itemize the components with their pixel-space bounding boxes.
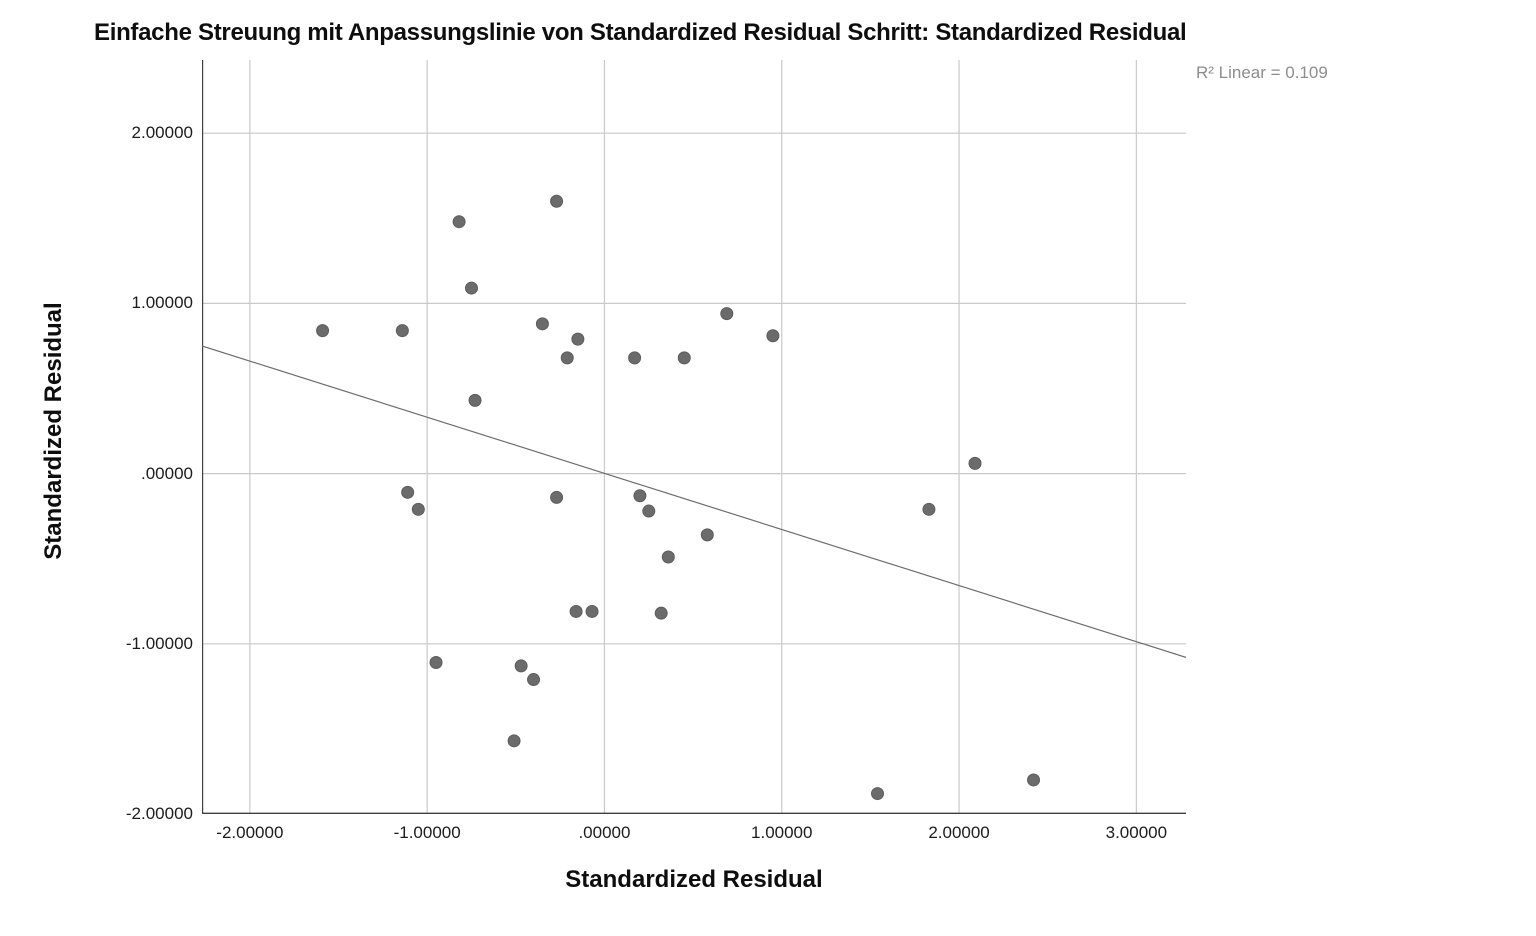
data-point (560, 351, 574, 365)
y-tick-label: -2.00000 (125, 804, 193, 823)
data-point (507, 734, 521, 748)
data-point (922, 502, 936, 516)
data-point (550, 490, 564, 504)
y-tick-label: 2.00000 (131, 123, 193, 143)
data-point (550, 194, 564, 208)
data-point (316, 324, 330, 338)
data-point (401, 485, 415, 499)
plot-area (202, 60, 1186, 814)
data-point (720, 307, 734, 321)
data-point (661, 550, 675, 564)
y-axis-title: Standardized Residual (40, 302, 67, 560)
data-point (968, 456, 982, 470)
chart-title: Einfache Streuung mit Anpassungslinie vo… (94, 19, 1187, 46)
x-tick-label: -1.00000 (393, 823, 461, 842)
data-point (527, 673, 541, 687)
data-point (642, 504, 656, 518)
data-point (677, 351, 691, 365)
data-point (628, 351, 642, 365)
x-tick-label: -2.00000 (216, 823, 284, 842)
data-point (1027, 773, 1041, 787)
x-axis-title: Standardized Residual (565, 866, 823, 893)
data-point (871, 787, 885, 801)
data-point (633, 489, 647, 503)
x-tick-label: 1.00000 (751, 823, 813, 842)
x-tick-label: .00000 (578, 823, 631, 842)
data-point (569, 604, 583, 618)
data-point (585, 604, 599, 618)
data-point (395, 324, 409, 338)
data-point (535, 317, 549, 331)
r-squared-annotation: R² Linear = 0.109 (1196, 63, 1328, 82)
data-point (452, 215, 466, 229)
x-tick-label: 2.00000 (928, 823, 990, 842)
y-tick-label: 1.00000 (131, 293, 193, 313)
data-point (429, 656, 443, 670)
data-point (411, 502, 425, 516)
y-tick-label: .00000 (141, 463, 193, 483)
data-point (468, 393, 482, 407)
fit-line (202, 345, 1186, 658)
data-point (571, 332, 585, 346)
data-point (700, 528, 714, 542)
x-tick-label: 3.00000 (1105, 823, 1168, 842)
data-point (654, 606, 668, 620)
data-point (514, 659, 528, 673)
data-point (766, 329, 780, 343)
data-point (464, 281, 478, 295)
y-tick-label: -1.00000 (125, 633, 193, 653)
